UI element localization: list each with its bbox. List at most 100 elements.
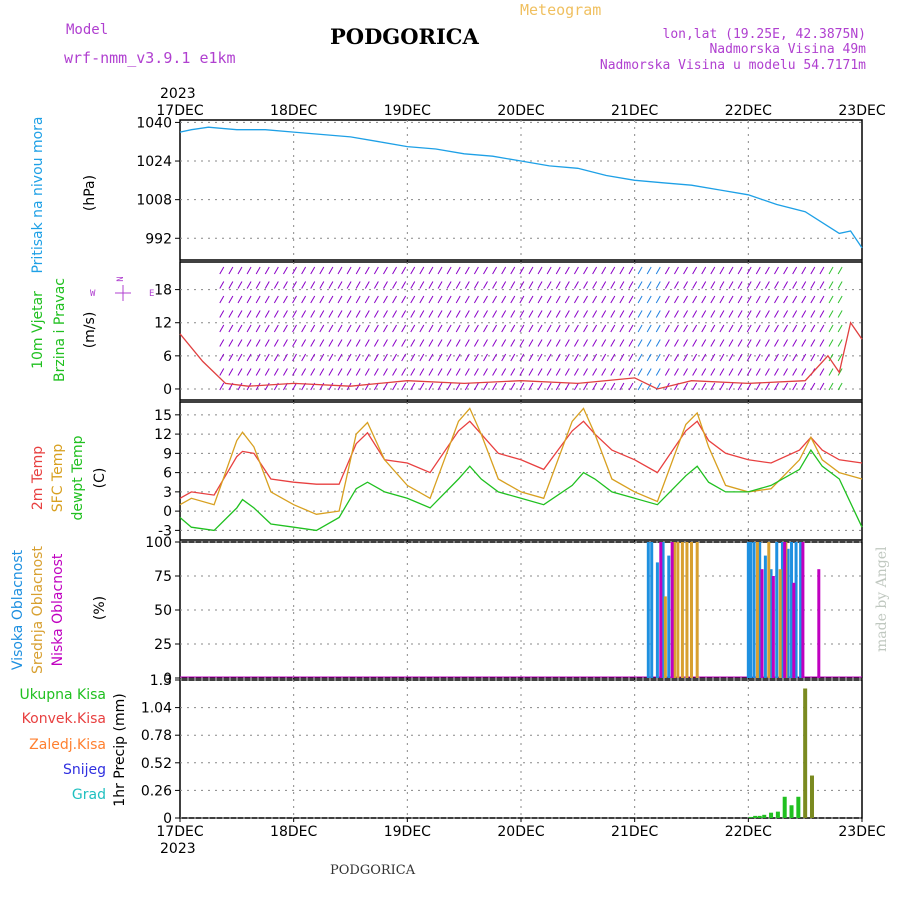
wind-barb xyxy=(655,368,661,376)
cloud-mid-bar xyxy=(767,542,771,678)
wind-barb xyxy=(519,382,525,391)
wind-barb xyxy=(428,324,434,333)
ytick-label-pressure: 1008 xyxy=(136,193,172,209)
wind-barb xyxy=(737,324,743,333)
wind-barb xyxy=(355,295,361,304)
wind-barb xyxy=(555,295,561,304)
wind-barb xyxy=(328,310,334,318)
cloud-high-bar xyxy=(769,569,773,678)
wind-barb xyxy=(583,295,588,304)
wind-barb xyxy=(628,324,634,333)
wind-barb xyxy=(446,295,452,304)
wind-barb xyxy=(601,266,607,275)
wind-barb xyxy=(564,295,570,304)
wind-barb xyxy=(310,266,316,275)
wind-barb xyxy=(646,281,652,289)
wind-barb xyxy=(401,353,407,362)
wind-barb xyxy=(219,339,225,347)
wind-barb xyxy=(783,382,789,391)
xtick-label-bottom: 18DEC xyxy=(270,824,317,840)
wind-barb xyxy=(537,382,543,391)
wind-barb xyxy=(755,339,761,347)
wind-barb xyxy=(364,353,370,362)
wind-barb xyxy=(801,353,807,362)
wind-barb xyxy=(601,295,607,304)
wind-barb xyxy=(755,266,761,275)
wind-barb xyxy=(619,310,625,318)
wind-barb xyxy=(264,295,270,304)
wind-barb xyxy=(728,353,734,362)
wind-barb xyxy=(674,310,679,318)
wind-barb xyxy=(837,281,843,289)
wind-barb xyxy=(255,353,261,362)
cloud-high-bar xyxy=(655,562,659,678)
ytick-label-wind: 6 xyxy=(163,349,172,365)
pressure-ylabel: (hPa) xyxy=(82,175,98,211)
wind-barb xyxy=(528,339,534,347)
wind-barb xyxy=(555,339,561,347)
wind-barb xyxy=(692,353,698,362)
wind-barb xyxy=(346,368,352,376)
wind-barb xyxy=(401,368,407,376)
wind-barb xyxy=(228,281,234,289)
wind-barb xyxy=(573,368,579,376)
wind-barb xyxy=(719,353,725,362)
wind-barb xyxy=(346,266,352,275)
wind-barb xyxy=(292,339,297,347)
cloud-high-bar xyxy=(775,542,779,678)
wind-barb xyxy=(810,281,816,289)
wind-barb xyxy=(419,324,425,333)
wind-barb xyxy=(228,353,234,362)
wind-barb xyxy=(419,368,425,376)
wind-barb xyxy=(810,295,816,304)
wind-barb xyxy=(510,324,516,333)
cloud-labels: Visoka Oblacnost Srednja Oblacnost Niska… xyxy=(10,546,108,674)
station-title: PODGORICA xyxy=(330,24,480,49)
wind-barb xyxy=(401,382,407,391)
wind-barb xyxy=(637,266,643,275)
xtick-label-bottom: 23DEC xyxy=(838,824,885,840)
wind-barb xyxy=(246,368,252,376)
panel-frame-temperature xyxy=(179,401,863,541)
wind-barb xyxy=(383,295,388,304)
wind-barb xyxy=(683,266,688,275)
wind-barb xyxy=(392,324,397,333)
ytick-label-temperature: 3 xyxy=(163,485,172,501)
wind-barb xyxy=(664,368,670,376)
wind-barb xyxy=(510,295,516,304)
wind-barb xyxy=(319,266,325,275)
wind-barb xyxy=(583,353,588,362)
wind-barb xyxy=(819,368,825,376)
wind-barb xyxy=(774,353,779,362)
xtick-label-top: 23DEC xyxy=(838,103,885,119)
cloud-mid-bar xyxy=(755,542,759,678)
precip-bar xyxy=(757,815,762,818)
wind-barb xyxy=(483,382,488,391)
wind-barb xyxy=(774,382,779,391)
cloud-mid-bar xyxy=(676,542,680,678)
wind-barb xyxy=(837,266,843,275)
wind-barb xyxy=(346,324,352,333)
wind-barb xyxy=(464,339,470,347)
wind-barb xyxy=(483,368,488,376)
wind-barb xyxy=(828,324,834,333)
wind-barb xyxy=(719,281,725,289)
wind-barb xyxy=(764,266,770,275)
wind-barb xyxy=(501,368,507,376)
wind-barb xyxy=(373,266,379,275)
wind-barb xyxy=(492,310,498,318)
wind-barb xyxy=(428,353,434,362)
wind-barb xyxy=(755,281,761,289)
wind-barb xyxy=(264,324,270,333)
wind-barb xyxy=(628,339,634,347)
cloud-high-bar xyxy=(790,542,794,678)
wind-barb xyxy=(319,353,325,362)
wind-barb xyxy=(364,368,370,376)
precip-bar xyxy=(809,775,814,818)
wind-barb xyxy=(655,339,661,347)
wind-barb xyxy=(446,353,452,362)
cloud-high-bar xyxy=(758,542,762,678)
wind-barb xyxy=(264,339,270,347)
wind-barb xyxy=(573,382,579,391)
wind-barb xyxy=(710,353,716,362)
